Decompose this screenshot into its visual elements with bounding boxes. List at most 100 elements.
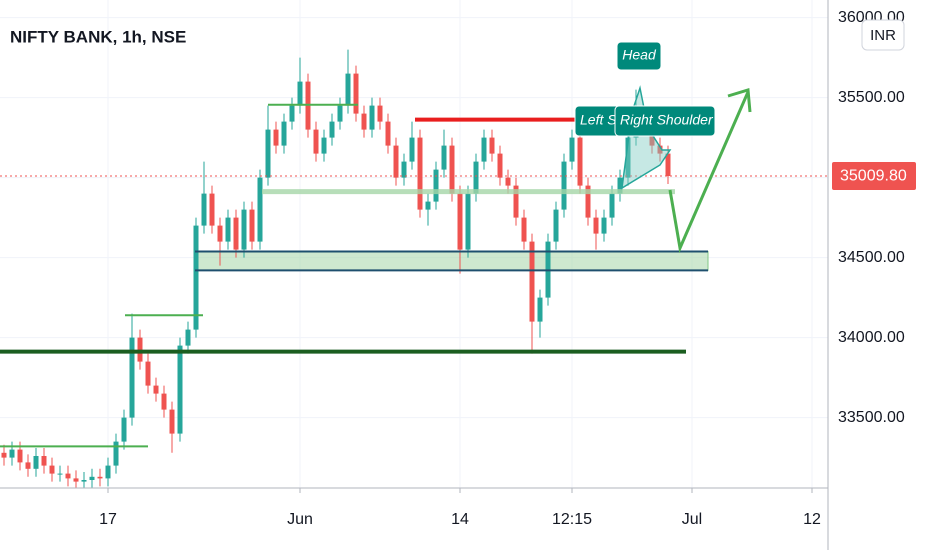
candle-body [193, 225, 199, 330]
candle-body [129, 337, 135, 418]
candle-body [41, 456, 47, 466]
last-price-label: 35009.80 [840, 167, 907, 184]
candle-body [9, 449, 15, 458]
candle-body [145, 361, 151, 386]
candle-body [593, 217, 599, 234]
candle-body [585, 185, 591, 218]
candle-body [113, 441, 119, 466]
y-tick-label: 33500.00 [838, 409, 905, 426]
arrow-head [727, 88, 752, 113]
candle-body [81, 480, 87, 482]
axis: 33500.0034000.0034500.0035000.0035500.00… [99, 9, 916, 528]
last-price-box [832, 162, 916, 191]
candle-body [257, 177, 263, 242]
x-tick-label: 14 [451, 511, 469, 528]
candle-body [361, 113, 367, 130]
candle-body [241, 209, 247, 250]
candle-body [201, 193, 207, 226]
candle-body [521, 217, 527, 242]
currency[interactable]: INR [870, 27, 896, 44]
levels [0, 103, 828, 448]
candle-body [281, 121, 287, 146]
candle-body [73, 478, 79, 482]
candle-body [553, 209, 559, 242]
candle-body [409, 137, 415, 162]
y-tick-label: 34500.00 [838, 249, 905, 266]
candle-body [617, 177, 623, 194]
candle-body [337, 105, 343, 122]
candle-body [169, 409, 175, 434]
annotation-box [616, 41, 662, 71]
candle-body [97, 476, 103, 479]
candle-body [601, 217, 607, 234]
currency-box[interactable] [861, 19, 905, 51]
candle-body [529, 241, 535, 322]
candle-body [249, 209, 255, 242]
candle-body [217, 225, 223, 242]
candle-body [449, 145, 455, 194]
candle-body [33, 456, 39, 469]
candle-body [609, 193, 615, 218]
candle-body [225, 217, 231, 242]
candle-body [537, 297, 543, 322]
candle-body [321, 137, 327, 154]
candle-body [209, 193, 215, 226]
candle-body [17, 449, 23, 463]
forecast-arrow [668, 91, 750, 254]
x-tick-label: 12:15 [552, 511, 592, 528]
candle-body [185, 329, 191, 346]
support-zone [194, 251, 709, 271]
candle-body [233, 217, 239, 250]
candle-body [417, 137, 423, 210]
candle-body [313, 129, 319, 154]
candle-body [65, 473, 71, 479]
candle-body [473, 161, 479, 194]
candle-body [377, 105, 383, 122]
candle-body [665, 153, 671, 177]
annotation: Right Shoulder [620, 112, 714, 128]
candle-body [89, 476, 95, 480]
zone [194, 251, 709, 271]
annotation: Head [622, 47, 657, 63]
candle-body [393, 145, 399, 178]
candle-body [569, 137, 575, 162]
candle-body [345, 73, 351, 106]
candle-body [369, 105, 375, 130]
x-tick-label: 17 [99, 511, 117, 528]
candle-body [297, 81, 303, 106]
candle-body [401, 161, 407, 178]
x-tick-label: Jul [682, 511, 702, 528]
candle-body [1, 452, 7, 458]
candle-body [161, 393, 167, 410]
candle-body [489, 137, 495, 154]
candle-body [265, 129, 271, 178]
candle-body [577, 137, 583, 186]
candle-body [57, 473, 63, 475]
candle-body [505, 177, 511, 186]
candle-body [425, 201, 431, 210]
candle-body [25, 462, 31, 469]
candle-body [441, 145, 447, 170]
candle-body [121, 417, 127, 442]
x-tick-label: Jun [287, 511, 313, 528]
annotation-box [614, 105, 716, 137]
candle-body [137, 337, 143, 362]
candle-body [329, 121, 335, 138]
candle-body [561, 161, 567, 210]
candle-body [497, 153, 503, 178]
candle-body [353, 73, 359, 114]
candle-body [153, 385, 159, 394]
chart-title: NIFTY BANK, 1h, NSE [10, 27, 186, 46]
candle-body [433, 169, 439, 202]
candle-body [625, 137, 631, 178]
candle-body [105, 465, 111, 479]
candle-body [385, 121, 391, 146]
x-tick-label: 12 [803, 511, 821, 528]
candle-body [481, 137, 487, 162]
candle-body [289, 105, 295, 122]
candle-body [177, 345, 183, 434]
candle-body [49, 465, 55, 474]
